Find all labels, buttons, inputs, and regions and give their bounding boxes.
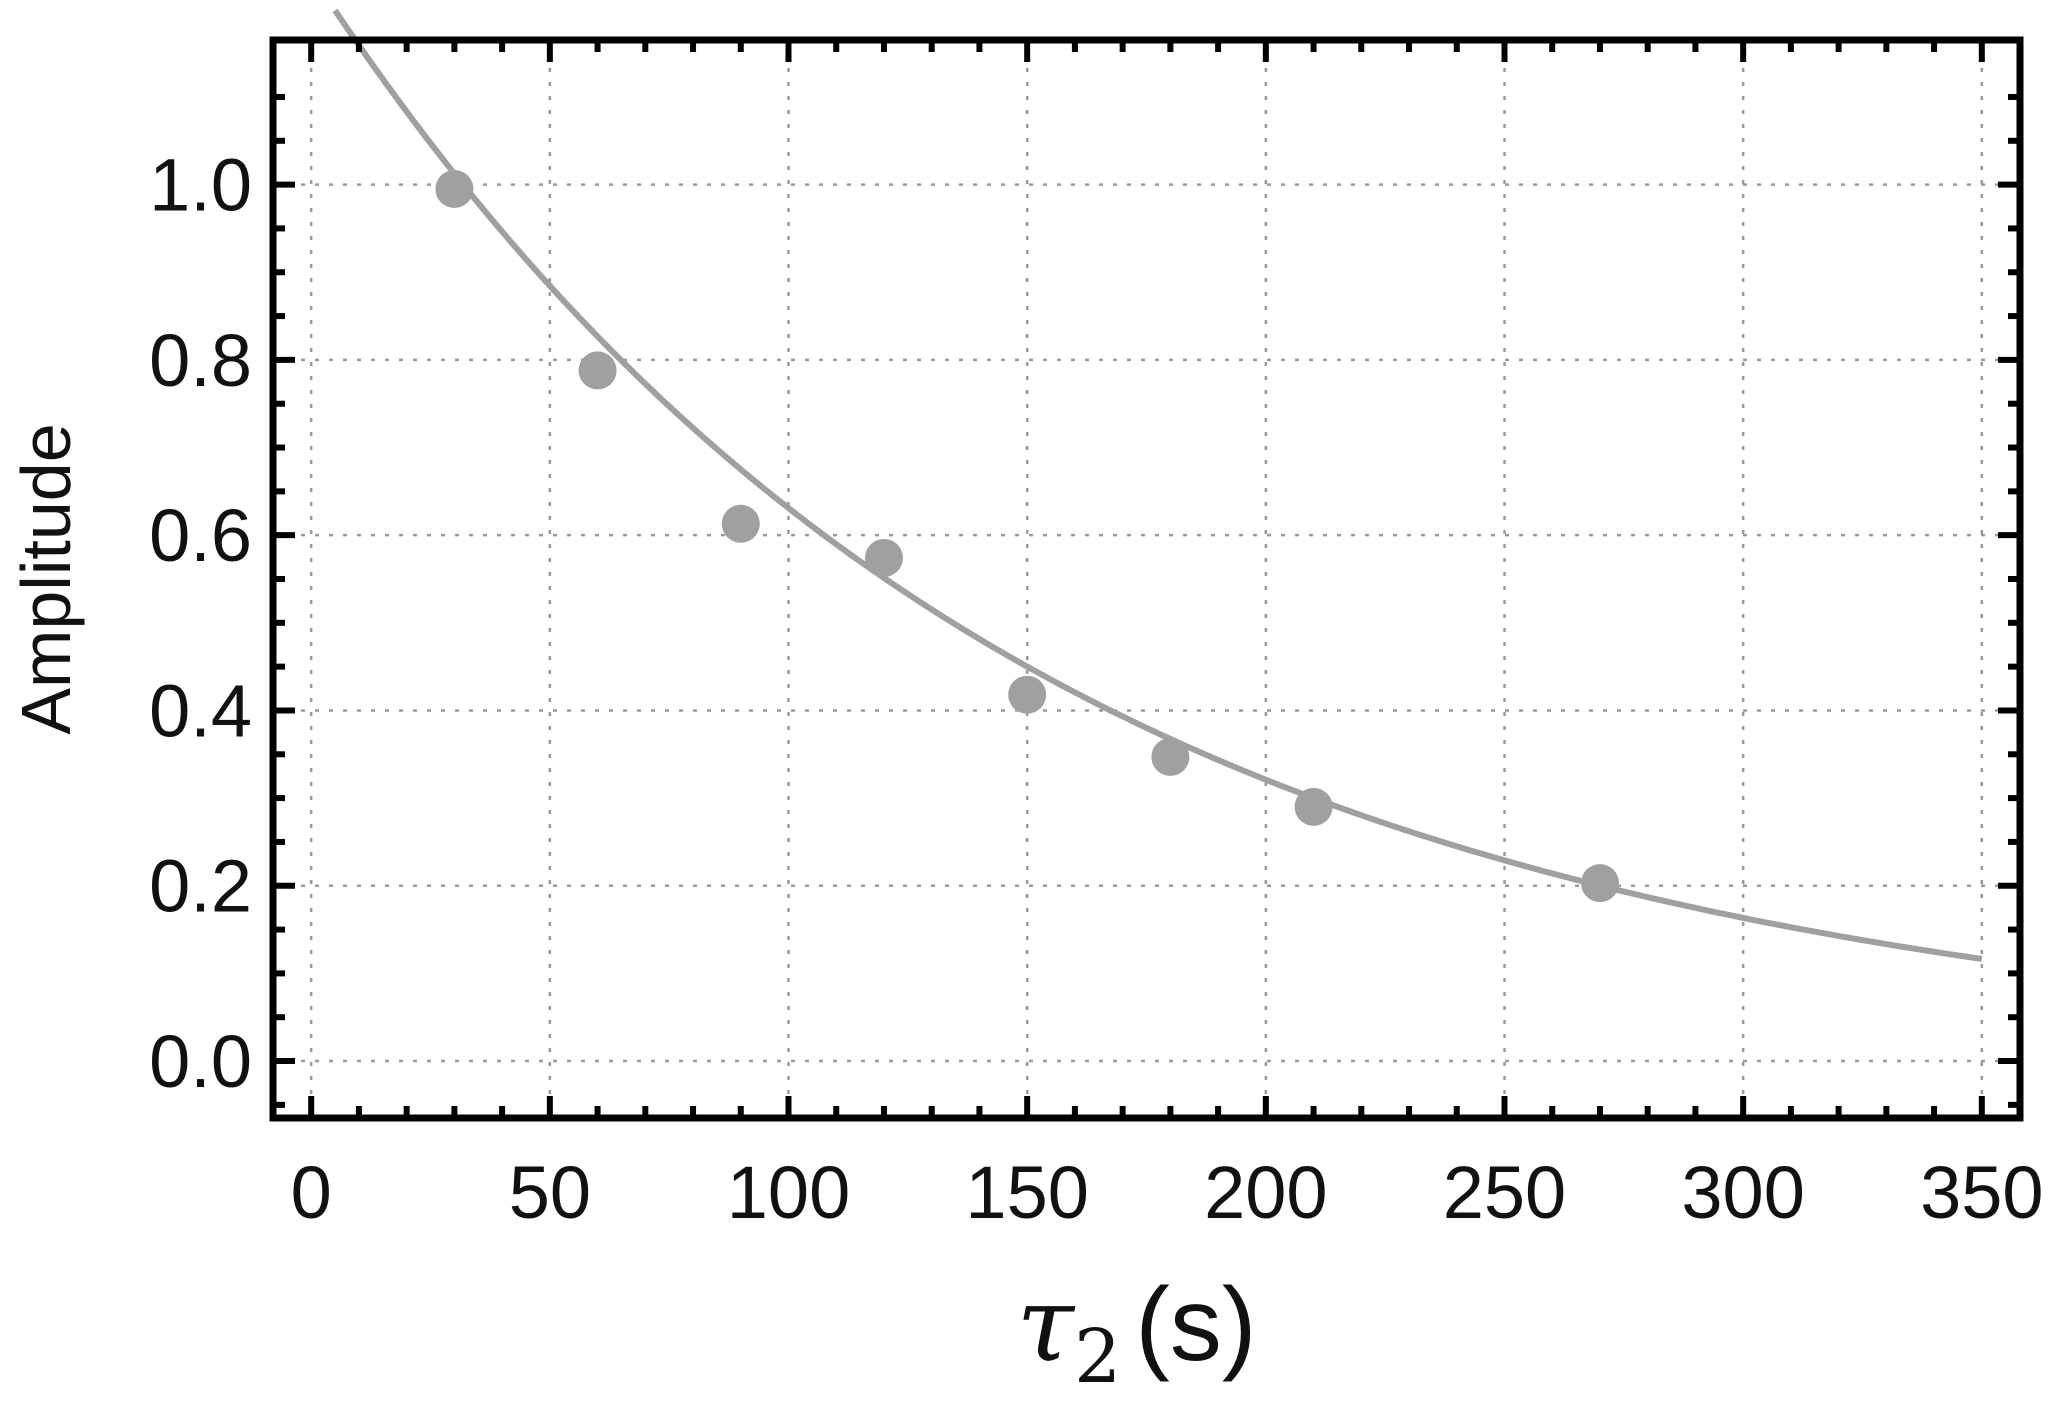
data-point	[1151, 737, 1190, 776]
x-tick-label: 0	[291, 1151, 332, 1234]
x-axis-label-unit: (s)	[1135, 1267, 1256, 1383]
data-point	[578, 351, 617, 390]
data-point	[1294, 787, 1333, 826]
y-tick-label: 0.6	[149, 494, 252, 577]
x-axis-label-symbol: τ	[1017, 1263, 1076, 1385]
x-tick-labels: 0 50 100 150 200 250 300 350	[291, 1151, 2044, 1234]
y-tick-label: 0.4	[149, 669, 252, 752]
y-axis-label: Amplitude	[7, 423, 85, 734]
y-tick-labels: 0.0 0.2 0.4 0.6 0.8 1.0	[149, 144, 252, 1103]
data-point	[435, 169, 474, 208]
data-point	[1008, 675, 1047, 714]
axis-ticks	[273, 40, 2020, 1118]
grid	[273, 40, 2020, 1118]
x-tick-label: 100	[727, 1151, 850, 1234]
data-point	[721, 504, 760, 543]
data-point	[864, 538, 903, 577]
y-tick-label: 1.0	[149, 144, 252, 227]
data-points-layer	[435, 169, 1619, 903]
data-point	[1580, 864, 1619, 903]
x-tick-label: 150	[965, 1151, 1088, 1234]
x-tick-label: 350	[1920, 1151, 2043, 1234]
x-tick-label: 50	[509, 1151, 591, 1234]
fit-curve	[332, 8, 1983, 962]
x-tick-label: 250	[1443, 1151, 1566, 1234]
plot-frame	[269, 36, 2024, 1122]
y-tick-label: 0.2	[149, 845, 252, 928]
x-tick-label: 200	[1204, 1151, 1327, 1234]
x-axis-label-subscript: 2	[1074, 1314, 1121, 1400]
y-tick-label: 0.0	[149, 1020, 252, 1103]
y-tick-label: 0.8	[149, 319, 252, 402]
x-tick-label: 300	[1681, 1151, 1804, 1234]
fit-curve-layer	[332, 8, 1983, 962]
x-axis-label: τ2 (s)	[1017, 1263, 1257, 1400]
